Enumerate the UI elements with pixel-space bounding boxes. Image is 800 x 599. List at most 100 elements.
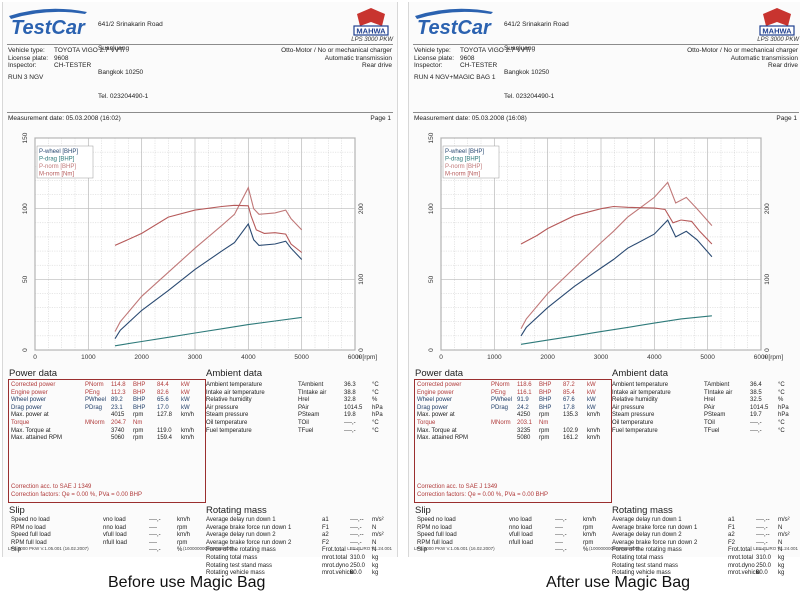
row-symbol: Frot.total bbox=[322, 547, 346, 554]
x-tick-label: 3000 bbox=[594, 354, 609, 361]
row-value: ----,-- bbox=[350, 517, 364, 523]
caption-after: After use Magic Bag bbox=[546, 574, 691, 591]
row-symbol: TIntake air bbox=[704, 389, 733, 396]
power-row: Max. power at 4015 rpm 127.8 km/h bbox=[11, 412, 203, 420]
power-row: Max. attained RPM 5060 rpm 159.4 km/h bbox=[11, 435, 203, 443]
page-number: Page 1 bbox=[370, 115, 391, 122]
power-row: Corrected power PNorm 114.8 BHP 84.4 kW bbox=[11, 382, 203, 390]
data-row: Steam pressure PSteam 19.8 hPa bbox=[206, 412, 392, 420]
power-label: Max. attained RPM bbox=[11, 435, 63, 442]
power-unit-2: kW bbox=[587, 404, 596, 411]
power-label: Max. power at bbox=[417, 412, 455, 419]
rotating-mass-lines: Average delay run down 1 a1 ----,-- m/s² Ave… bbox=[612, 517, 798, 578]
data-row: Speed no load vno load ----,- km/h bbox=[11, 517, 203, 525]
row-unit: m/s² bbox=[372, 532, 384, 539]
lab-address: 641/2 Srinakarin Road Suanluang Bangkok … bbox=[98, 5, 163, 117]
mahwa-text: MAHWA bbox=[356, 27, 386, 36]
row-unit: hPa bbox=[778, 404, 789, 411]
row-unit: % bbox=[372, 397, 378, 404]
row-unit: km/h bbox=[177, 532, 191, 539]
power-data-box bbox=[414, 379, 612, 503]
row-symbol: nfull load bbox=[103, 539, 128, 546]
power-symbol: PEng bbox=[85, 389, 100, 396]
y-right-tick-label: 200 bbox=[764, 203, 771, 214]
row-value: 1014.5 bbox=[750, 404, 769, 411]
row-label: Relative humidity bbox=[206, 397, 252, 404]
data-row: Slip ----,-% bbox=[11, 547, 203, 555]
data-row: Fuel temperature TFuel ----,- °C bbox=[612, 428, 798, 436]
row-value: ----,- bbox=[555, 547, 567, 554]
vehicle-type-value: TOYOTA VIGO 2.7 VVTi bbox=[460, 47, 531, 54]
row-label: Relative humidity bbox=[612, 397, 658, 404]
row-unit: °C bbox=[778, 427, 785, 434]
rotating-mass-lines: Average delay run down 1 a1 ----,-- m/s² Ave… bbox=[206, 517, 392, 578]
power-value-2: 135.3 bbox=[563, 412, 579, 419]
run-label: RUN 3 NGV bbox=[8, 74, 44, 81]
row-label: Speed no load bbox=[417, 517, 456, 523]
row-unit: N bbox=[372, 547, 377, 554]
y-right-tick-label: 200 bbox=[358, 203, 365, 214]
row-symbol: nfull load bbox=[509, 539, 534, 546]
divider bbox=[413, 44, 799, 45]
row-unit: % bbox=[177, 547, 183, 554]
row-label: Intake air temperature bbox=[206, 389, 265, 396]
row-unit: N bbox=[778, 547, 783, 554]
power-row: Drag power PDrag 24.2 BHP 17.8 kW bbox=[417, 405, 609, 413]
series-line-p-norm-bhp bbox=[520, 181, 713, 330]
row-unit: m/s² bbox=[372, 517, 384, 523]
row-symbol: F1 bbox=[728, 524, 736, 531]
power-row: Corrected power PNorm 118.6 BHP 87.2 kW bbox=[417, 382, 609, 390]
power-value-1: 89.2 bbox=[111, 397, 123, 404]
data-row: Rotating vehicle mass mrot.vehicle 60.0 kg bbox=[206, 570, 392, 578]
row-value: ----,- bbox=[350, 524, 362, 531]
row-unit: N bbox=[372, 524, 377, 531]
power-unit-1: Nm bbox=[539, 419, 549, 426]
power-value-1: 5060 bbox=[111, 435, 125, 442]
y-left-tick-label: 100 bbox=[428, 203, 435, 214]
data-row: Rotating vehicle mass mrot.vehicle 60.0 kg bbox=[612, 570, 798, 578]
data-row: Rotating total mass mrot.total 310.0 kg bbox=[206, 555, 392, 563]
x-tick-label: 6000 bbox=[754, 354, 769, 361]
row-label: RPM full load bbox=[11, 539, 47, 546]
run-label: RUN 4 NGV+MAGIC BAG 1 bbox=[414, 74, 496, 81]
power-label: Wheel power bbox=[11, 397, 47, 404]
row-symbol: vno load bbox=[103, 517, 126, 523]
row-value: ----,-- bbox=[756, 532, 770, 539]
power-symbol: MNorm bbox=[85, 419, 105, 426]
power-value-2: 85.4 bbox=[563, 389, 575, 396]
row-label: Average brake force run down 1 bbox=[612, 524, 698, 531]
power-label: Engine power bbox=[417, 389, 454, 396]
data-row: Average delay run down 1 a1 ----,-- m/s² bbox=[612, 517, 798, 525]
series-line-p-norm-bhp bbox=[114, 186, 303, 332]
x-tick-label: 0 bbox=[33, 354, 37, 361]
row-label: Oil temperature bbox=[612, 419, 654, 426]
legend-box bbox=[442, 145, 500, 179]
row-label: Force of the rotating mass bbox=[612, 547, 682, 554]
data-row: Average brake force run down 2 F2 ----,- N bbox=[206, 540, 392, 548]
power-label: Torque bbox=[417, 419, 436, 426]
power-row: Engine power PEng 112.3 BHP 82.6 kW bbox=[11, 390, 203, 398]
row-label: RPM no load bbox=[11, 524, 46, 531]
testcar-logo: TestCar bbox=[9, 8, 87, 38]
row-unit: hPa bbox=[372, 412, 383, 419]
power-symbol: PDrag bbox=[491, 404, 509, 411]
row-unit: km/h bbox=[177, 517, 191, 523]
row-symbol: a1 bbox=[728, 517, 735, 523]
inspector-value: CH-TESTER bbox=[54, 62, 92, 69]
mahwa-logo: MAHWA bbox=[353, 8, 389, 36]
row-value: ----,- bbox=[344, 419, 356, 426]
page-number: Page 1 bbox=[776, 115, 797, 122]
row-value: ----,- bbox=[756, 539, 768, 546]
x-tick-label: 5000 bbox=[294, 354, 309, 361]
data-row: Rotating test stand mass mrot.dyno 250.0 kg bbox=[206, 563, 392, 571]
plate-value: 9608 bbox=[460, 54, 475, 62]
power-symbol: PDrag bbox=[85, 404, 103, 411]
legend-entry: P-wheel [BHP] bbox=[39, 149, 78, 155]
row-symbol: mrot.total bbox=[322, 554, 348, 561]
row-unit: N bbox=[372, 539, 377, 546]
row-symbol: F2 bbox=[728, 539, 736, 546]
x-tick-label: 5000 bbox=[700, 354, 715, 361]
row-symbol: vfull load bbox=[103, 532, 127, 539]
power-unit-2: kW bbox=[181, 382, 190, 388]
y-left-tick-label: 0 bbox=[428, 348, 435, 352]
